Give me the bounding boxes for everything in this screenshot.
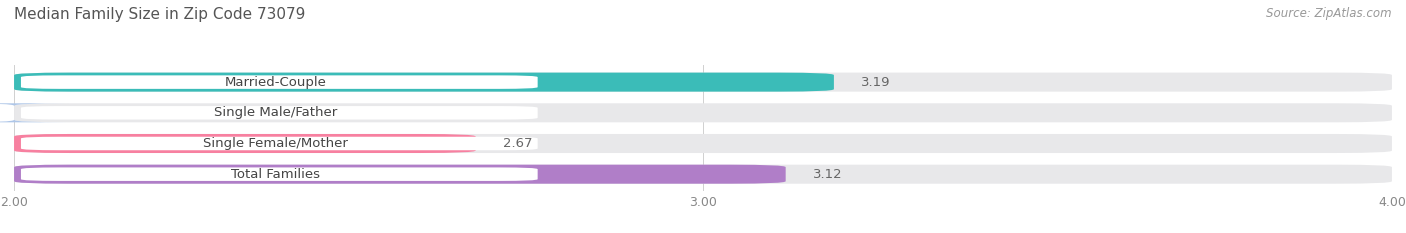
FancyBboxPatch shape — [14, 165, 1392, 184]
FancyBboxPatch shape — [0, 103, 69, 122]
FancyBboxPatch shape — [21, 168, 537, 181]
FancyBboxPatch shape — [14, 134, 475, 153]
Text: Source: ZipAtlas.com: Source: ZipAtlas.com — [1267, 7, 1392, 20]
Text: Total Families: Total Families — [232, 168, 321, 181]
FancyBboxPatch shape — [14, 73, 1392, 92]
FancyBboxPatch shape — [21, 137, 537, 150]
FancyBboxPatch shape — [14, 103, 1392, 122]
FancyBboxPatch shape — [14, 134, 1392, 153]
FancyBboxPatch shape — [21, 106, 537, 120]
Text: 2.67: 2.67 — [503, 137, 533, 150]
Text: 3.19: 3.19 — [862, 76, 891, 89]
Text: Single Male/Father: Single Male/Father — [214, 106, 337, 119]
FancyBboxPatch shape — [14, 165, 786, 184]
Text: Single Female/Mother: Single Female/Mother — [204, 137, 349, 150]
FancyBboxPatch shape — [21, 75, 537, 89]
Text: Married-Couple: Married-Couple — [225, 76, 326, 89]
Text: Median Family Size in Zip Code 73079: Median Family Size in Zip Code 73079 — [14, 7, 305, 22]
Text: 3.12: 3.12 — [813, 168, 842, 181]
FancyBboxPatch shape — [14, 73, 834, 92]
